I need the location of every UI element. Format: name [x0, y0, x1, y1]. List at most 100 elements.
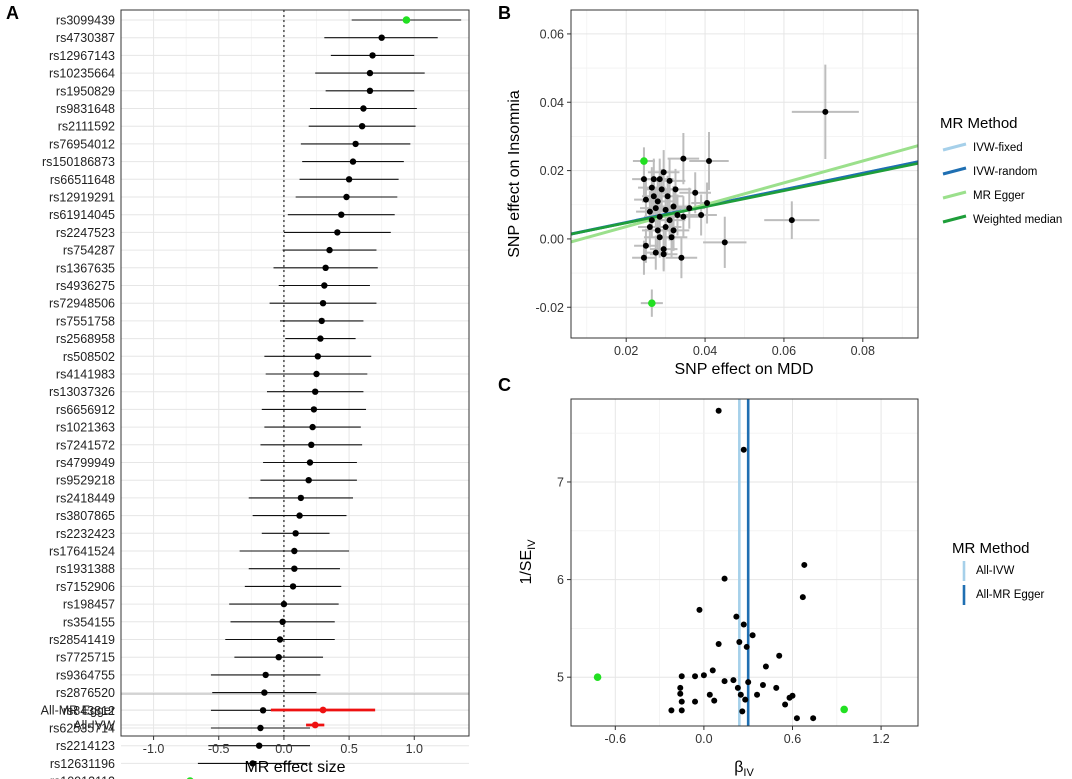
funnel-point: [677, 690, 684, 697]
funnel-point: [759, 682, 766, 689]
forest-snp-label: rs1931388: [56, 562, 115, 576]
funnel-point: [711, 697, 718, 704]
funnel-point: [715, 641, 722, 648]
scatter-y-tick-label: 0.06: [540, 27, 564, 41]
scatter-point: [648, 299, 656, 307]
funnel-point: [677, 684, 684, 691]
forest-snp-label: rs7152906: [56, 580, 115, 594]
forest-snp-label: rs61914045: [49, 208, 115, 222]
forest-point: [308, 441, 315, 448]
funnel-point: [736, 639, 743, 646]
scatter-point: [658, 186, 665, 193]
scatter-ticks: 0.02 0.04 0.06 0.08 -0.02 0.00 0.02 0.04 0.06: [536, 27, 876, 358]
funnel-x-tick-label: -0.6: [605, 732, 627, 746]
forest-point: [280, 600, 288, 608]
forest-point: [276, 636, 284, 643]
funnel-point: [739, 708, 746, 715]
funnel-panel-border: [570, 398, 919, 727]
forest-point: [321, 282, 328, 289]
forest-point: [313, 370, 320, 378]
forest-grid: [121, 10, 469, 764]
funnel-point: [745, 679, 752, 686]
forest-snp-label: rs4936275: [56, 279, 115, 293]
scatter-point: [680, 213, 687, 220]
scatter-point: [652, 249, 659, 256]
scatter-point: [646, 208, 653, 215]
scatter-legend-title: MR Method: [940, 115, 1018, 132]
forest-point: [322, 264, 329, 271]
forest-snp-label: rs2247523: [56, 226, 115, 240]
funnel-point: [709, 667, 716, 674]
scatter-legend-key: [942, 166, 967, 176]
forest-x-tick-label: -0.5: [208, 742, 230, 756]
forest-snp-label: rs9529218: [56, 474, 115, 488]
scatter-x-tick-label: 0.08: [851, 344, 875, 358]
forest-x-tick-label: 0.5: [340, 742, 357, 756]
funnel-x-tick-label: 0.0: [695, 732, 712, 746]
scatter-legend-label: Weighted median: [973, 214, 1062, 226]
funnel-plot: -0.6 0.0 0.6 1.2 5 6 7 βIV 1/SEIV MR Method Al…: [518, 398, 1045, 779]
funnel-point: [740, 621, 747, 628]
forest-snp-label: rs754287: [63, 244, 115, 258]
forest-point: [310, 406, 318, 413]
funnel-point: [773, 684, 780, 691]
funnel-point: [733, 613, 740, 620]
funnel-point: [593, 673, 602, 681]
forest-summary-point: [319, 706, 327, 714]
forest-snp-label: rs17641524: [49, 545, 115, 559]
funnel-point: [740, 446, 747, 453]
scatter-point: [704, 200, 711, 207]
forest-snp-label: rs4730387: [56, 31, 115, 45]
forest-x-tick-label: -1.0: [143, 742, 165, 756]
forest-snp-label: rs2418449: [56, 491, 115, 505]
funnel-point: [692, 673, 699, 680]
funnel-point: [668, 707, 675, 714]
scatter-point: [648, 217, 655, 224]
funnel-point: [742, 696, 749, 703]
funnel-point: [754, 691, 761, 698]
scatter-y-tick-label: -0.02: [536, 301, 565, 315]
forest-snp-label: rs2214123: [56, 739, 115, 753]
funnel-point: [793, 715, 800, 722]
scatter-point: [652, 205, 659, 212]
scatter-point: [656, 234, 663, 241]
forest-snp-label: rs28541419: [49, 633, 115, 647]
forest-summary-label: All-IVW: [73, 719, 115, 733]
forest-snp-label: rs2232423: [56, 527, 115, 541]
funnel-marks: [593, 399, 848, 726]
scatter-point: [640, 157, 648, 165]
funnel-legend: MR Method All-IVW All-MR Egger: [952, 540, 1045, 605]
funnel-point: [692, 698, 699, 705]
scatter-regression-line: [571, 162, 918, 236]
forest-point: [279, 618, 286, 625]
funnel-point: [678, 707, 685, 714]
scatter-point: [666, 177, 673, 184]
scatter-point: [656, 213, 663, 220]
funnel-point: [762, 663, 769, 670]
funnel-point: [749, 632, 756, 639]
forest-snp-label: rs354155: [63, 615, 115, 629]
scatter-y-axis-title: SNP effect on Insomnia: [506, 90, 523, 258]
funnel-point: [721, 678, 728, 685]
forest-snp-label: rs4799949: [56, 456, 115, 470]
forest-snp-label: rs508502: [63, 350, 115, 364]
funnel-point: [782, 701, 789, 708]
forest-snp-label: rs150186873: [42, 155, 115, 169]
funnel-point: [715, 407, 722, 414]
forest-point: [292, 530, 299, 537]
scatter-legend: MR Method IVW-fixed IVW-random MR Egger Wei…: [940, 115, 1062, 226]
forest-point: [249, 760, 256, 767]
forest-point: [317, 335, 324, 342]
forest-snp-label: rs72948506: [49, 297, 115, 311]
funnel-point: [743, 643, 750, 650]
funnel-point: [799, 594, 806, 601]
funnel-point: [706, 691, 713, 698]
scatter-legend-key: [942, 142, 967, 152]
funnel-x-tick-label: 0.6: [784, 732, 801, 746]
forest-point: [352, 140, 359, 148]
scatter-point: [664, 193, 671, 200]
scatter-point: [822, 108, 829, 115]
scatter-point: [660, 251, 667, 258]
forest-point: [291, 565, 298, 572]
